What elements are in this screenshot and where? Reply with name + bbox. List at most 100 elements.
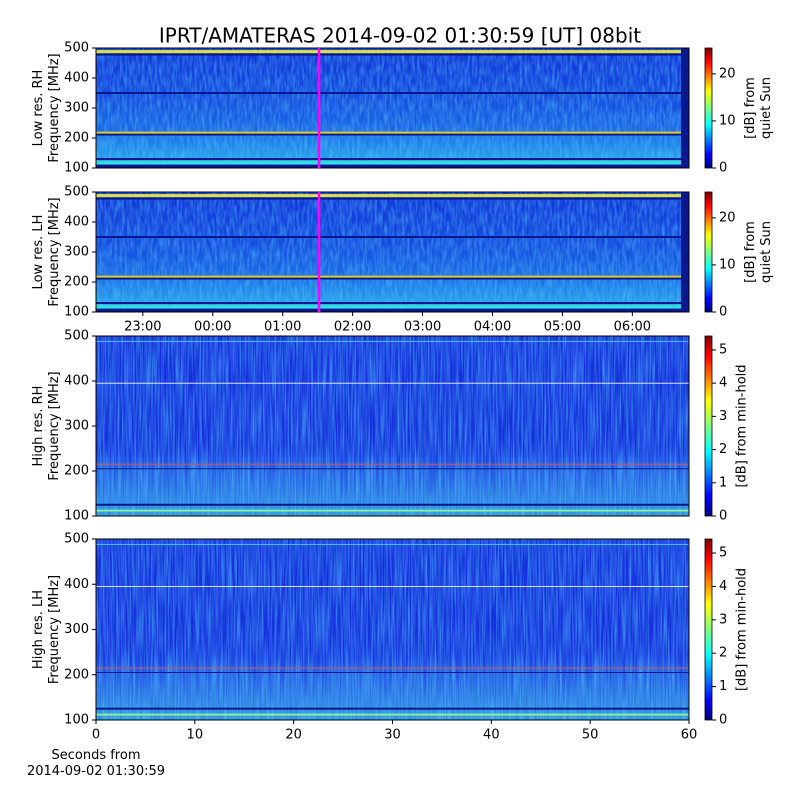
y-tick-label: 300 (64, 419, 89, 434)
spectrogram-band (96, 667, 689, 669)
spectrogram-noise (96, 48, 689, 168)
y-axis-label: Low res. RHFrequency [MHz] (31, 53, 62, 162)
colorbar-tick-label: 4 (719, 376, 727, 391)
colorbar-tick-label: 2 (719, 646, 727, 661)
y-tick-label: 500 (64, 532, 89, 547)
colorbar-tick-label: 10 (719, 113, 736, 128)
spectrogram-band (96, 164, 689, 168)
spectrogram-band (96, 707, 689, 710)
figure-title: IPRT/AMATERAS 2014-09-02 01:30:59 [UT] 0… (159, 24, 641, 48)
spectrogram-band (96, 53, 689, 56)
spectrogram-band (96, 463, 689, 465)
spectrogram-band (96, 275, 689, 278)
spectrogram-band (96, 308, 689, 312)
y-tick-label: 300 (64, 245, 89, 260)
x-tick-label: 50 (582, 728, 599, 743)
spectrogram-band (96, 305, 689, 309)
colorbar-tick-label: 4 (719, 579, 727, 594)
y-tick-label: 400 (64, 577, 89, 592)
spectrogram-noise (96, 192, 689, 312)
colorbar-tick-label: 5 (719, 342, 727, 357)
x-tick-label: 23:00 (124, 320, 161, 335)
y-tick-label: 400 (64, 215, 89, 230)
colorbar-tick-label: 0 (719, 305, 727, 320)
colorbar-label: [dB] fromquiet Sun (743, 221, 774, 283)
y-tick-label: 400 (64, 71, 89, 86)
x-tick-label: 20 (285, 728, 302, 743)
colorbar-tick-label: 1 (719, 679, 727, 694)
colorbar-tick-label: 0 (719, 509, 727, 524)
colorbar-tick-label: 0 (719, 713, 727, 728)
x-tick-label: 01:00 (264, 320, 301, 335)
y-tick-label: 500 (64, 329, 89, 344)
colorbar-tick-label: 3 (719, 612, 727, 627)
spectrogram-band (96, 92, 689, 94)
spectrogram-band (96, 468, 689, 470)
colorbar-tick-label: 2 (719, 442, 727, 457)
colorbar (704, 538, 713, 721)
y-tick-label: 500 (64, 41, 89, 56)
y-tick-label: 500 (64, 185, 89, 200)
spectrogram-band (96, 302, 689, 304)
colorbar-label: [dB] fromquiet Sun (743, 77, 774, 139)
x-tick-label: 03:00 (404, 320, 441, 335)
y-tick-label: 200 (64, 275, 89, 290)
colorbar-tick-label: 5 (719, 546, 727, 561)
spectrogram-band (96, 586, 689, 588)
spectrogram-band (96, 503, 689, 506)
spectrogram-band (96, 158, 689, 160)
x-tick-label: 02:00 (334, 320, 371, 335)
colorbar-tick-label: 3 (719, 409, 727, 424)
y-tick-label: 300 (64, 101, 89, 116)
spectrogram-edge (681, 192, 689, 312)
y-tick-label: 300 (64, 622, 89, 637)
colorbar-label: [dB] from min-hold (735, 364, 750, 487)
x-tick-label: 06:00 (614, 320, 651, 335)
spectrogram-band (96, 50, 689, 54)
y-tick-label: 100 (64, 305, 89, 320)
colorbar-tick-label: 20 (719, 66, 736, 81)
y-axis-label: High res. RHFrequency [MHz] (31, 371, 62, 480)
y-tick-label: 100 (64, 509, 89, 524)
spectrogram-band (96, 382, 689, 384)
spectrogram-band (96, 131, 689, 134)
colorbar-tick-label: 20 (719, 210, 736, 225)
spectrogram-band (96, 671, 689, 673)
colorbar (704, 191, 713, 313)
colorbar-tick-label: 10 (719, 257, 736, 272)
spectrogram-edge (681, 48, 689, 168)
colorbar-tick-label: 1 (719, 475, 727, 490)
x-tick-label: 30 (384, 728, 401, 743)
colorbar-label: [dB] from min-hold (735, 568, 750, 691)
y-tick-label: 200 (64, 464, 89, 479)
spectrogram-noise (96, 336, 689, 516)
x-tick-label: 40 (483, 728, 500, 743)
spectrogram-band (96, 161, 689, 165)
y-axis-label: High res. LHFrequency [MHz] (31, 575, 62, 684)
y-axis-label: Low res. LHFrequency [MHz] (31, 197, 62, 306)
y-tick-label: 400 (64, 374, 89, 389)
x-axis-label: Seconds from 2014-09-02 01:30:59 (27, 748, 165, 779)
x-tick-label: 60 (681, 728, 698, 743)
spectrogram-band (96, 543, 689, 545)
spectrogram-band (96, 340, 689, 342)
spectrogram-band (96, 197, 689, 200)
spectrogram-band (96, 509, 689, 512)
colorbar (704, 47, 713, 169)
spectrogram-noise (96, 539, 689, 720)
y-tick-label: 100 (64, 161, 89, 176)
spectrogram-band (96, 194, 689, 198)
colorbar (704, 335, 713, 517)
y-tick-label: 200 (64, 667, 89, 682)
y-tick-label: 200 (64, 131, 89, 146)
colorbar-tick-label: 0 (719, 161, 727, 176)
x-tick-label: 0 (92, 728, 100, 743)
spectrogram-band (96, 236, 689, 238)
y-tick-label: 100 (64, 713, 89, 728)
x-tick-label: 00:00 (194, 320, 231, 335)
x-tick-label: 04:00 (474, 320, 511, 335)
x-tick-label: 10 (187, 728, 204, 743)
spectrogram-band (96, 713, 689, 716)
